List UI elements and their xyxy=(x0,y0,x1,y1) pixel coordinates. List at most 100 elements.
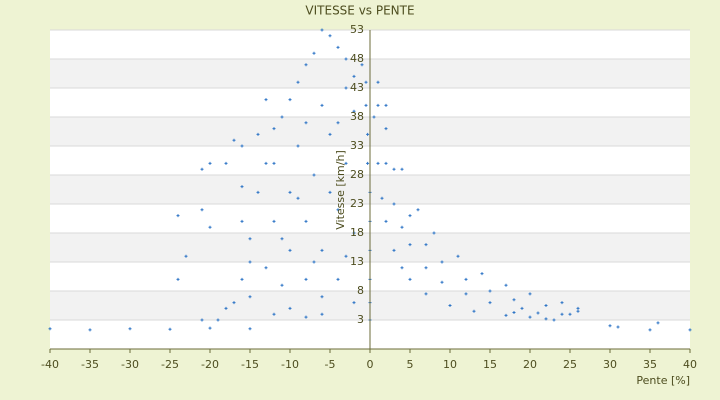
point xyxy=(336,277,340,281)
point xyxy=(48,327,52,331)
point xyxy=(240,277,244,281)
point xyxy=(400,167,404,171)
point xyxy=(504,283,508,287)
point xyxy=(424,292,428,296)
point xyxy=(264,98,268,102)
point xyxy=(200,208,204,212)
point xyxy=(240,185,244,189)
x-tick-label: -5 xyxy=(325,358,336,371)
point xyxy=(280,237,284,241)
point xyxy=(344,161,348,165)
point xyxy=(280,283,284,287)
x-axis-label: Pente [%] xyxy=(636,374,690,387)
point xyxy=(296,144,300,148)
point xyxy=(416,208,420,212)
x-tick-label: -15 xyxy=(241,358,259,371)
x-tick-label: -20 xyxy=(201,358,219,371)
point xyxy=(312,51,316,55)
point xyxy=(328,132,332,136)
point xyxy=(616,325,620,329)
x-tick-label: 10 xyxy=(443,358,457,371)
point xyxy=(528,315,532,319)
point xyxy=(208,225,212,229)
point xyxy=(264,266,268,270)
point xyxy=(352,74,356,78)
point xyxy=(88,328,92,332)
y-tick-label: 33 xyxy=(350,139,364,152)
point xyxy=(344,254,348,258)
y-axis-label: Vitesse [km/h] xyxy=(334,150,347,230)
point xyxy=(456,254,460,258)
x-tick-label: 20 xyxy=(523,358,537,371)
x-tick-label: -40 xyxy=(41,358,59,371)
point xyxy=(408,214,412,218)
point xyxy=(376,103,380,107)
point xyxy=(200,167,204,171)
point xyxy=(320,248,324,252)
point xyxy=(336,45,340,49)
x-tick-label: 0 xyxy=(367,358,374,371)
point xyxy=(648,328,652,332)
point xyxy=(224,306,228,310)
point xyxy=(568,312,572,316)
x-tick-label: 40 xyxy=(683,358,697,371)
point xyxy=(208,161,212,165)
point xyxy=(232,301,236,305)
point xyxy=(656,321,660,325)
point xyxy=(688,328,692,332)
point xyxy=(504,313,508,317)
y-tick-label: 23 xyxy=(350,197,364,210)
point xyxy=(128,327,132,331)
point xyxy=(320,103,324,107)
y-tick-label: 3 xyxy=(357,313,364,326)
point xyxy=(488,289,492,293)
point xyxy=(216,318,220,322)
point xyxy=(366,132,370,136)
point xyxy=(248,295,252,299)
chart-title: VITESSE vs PENTE xyxy=(305,4,414,18)
point xyxy=(440,260,444,264)
point xyxy=(336,121,340,125)
point xyxy=(400,266,404,270)
point xyxy=(304,219,308,223)
point xyxy=(544,304,548,307)
y-tick-label: 53 xyxy=(350,23,364,36)
point xyxy=(424,243,428,247)
point xyxy=(288,306,292,310)
point xyxy=(520,306,524,310)
point xyxy=(312,260,316,264)
point xyxy=(320,312,324,316)
point xyxy=(304,121,308,125)
y-tick-label: 18 xyxy=(350,226,364,239)
point xyxy=(472,309,476,313)
point xyxy=(280,115,284,119)
point xyxy=(248,327,252,331)
point xyxy=(424,266,428,270)
point xyxy=(176,277,180,281)
point xyxy=(352,301,356,305)
point xyxy=(544,317,548,321)
point xyxy=(480,272,484,276)
point xyxy=(336,208,340,212)
point xyxy=(366,161,370,165)
point xyxy=(184,254,188,258)
point xyxy=(248,260,252,264)
point xyxy=(448,304,452,307)
point xyxy=(372,115,376,119)
y-tick-label: 28 xyxy=(350,168,364,181)
point xyxy=(240,219,244,223)
x-tick-label: 5 xyxy=(407,358,414,371)
point xyxy=(240,144,244,148)
point xyxy=(576,309,580,313)
point xyxy=(440,280,444,284)
point xyxy=(272,219,276,223)
point xyxy=(288,248,292,252)
y-tick-label: 13 xyxy=(350,255,364,268)
point xyxy=(392,202,396,206)
y-tick-label: 8 xyxy=(357,284,364,297)
x-tick-label: -35 xyxy=(81,358,99,371)
point xyxy=(328,34,332,38)
point xyxy=(384,219,388,223)
x-tick-label: -10 xyxy=(281,358,299,371)
